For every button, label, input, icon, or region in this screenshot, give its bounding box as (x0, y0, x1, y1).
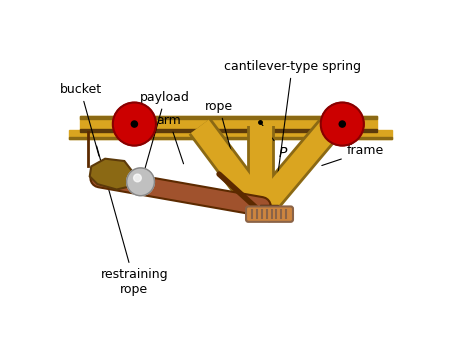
FancyBboxPatch shape (246, 206, 293, 222)
Text: frame: frame (322, 144, 384, 166)
Text: restraining
rope: restraining rope (97, 146, 168, 296)
Circle shape (113, 103, 156, 145)
Text: arm: arm (157, 114, 184, 164)
Polygon shape (90, 159, 132, 189)
Circle shape (321, 103, 364, 145)
Text: cantilever-type spring: cantilever-type spring (224, 60, 361, 208)
Circle shape (131, 121, 137, 127)
Circle shape (134, 174, 141, 182)
Bar (81, 116, 377, 119)
Bar (69, 130, 392, 139)
Circle shape (339, 121, 345, 127)
Bar (81, 130, 377, 132)
Text: payload: payload (140, 91, 190, 176)
Bar (260, 205, 279, 220)
Circle shape (127, 168, 154, 196)
Text: rope: rope (205, 100, 238, 175)
Polygon shape (340, 122, 345, 126)
Polygon shape (132, 122, 137, 126)
Bar (69, 137, 392, 139)
Text: bucket: bucket (59, 83, 102, 156)
Bar (81, 116, 377, 132)
Text: $P$: $P$ (261, 124, 288, 159)
